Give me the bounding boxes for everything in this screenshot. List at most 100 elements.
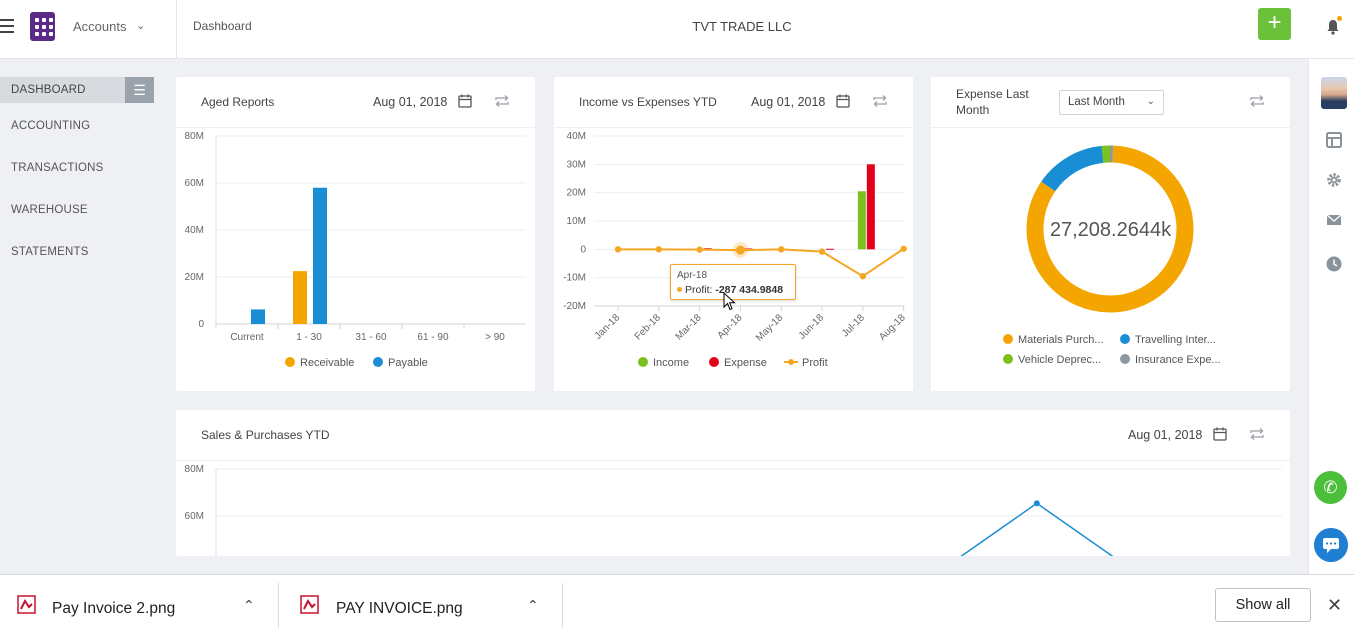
refresh-icon[interactable] bbox=[1249, 94, 1265, 108]
bar-receivable bbox=[293, 271, 307, 324]
y-tick-label: 20M bbox=[185, 272, 204, 283]
phone-icon[interactable]: ✆ bbox=[1314, 471, 1347, 504]
image-file-icon bbox=[300, 595, 319, 614]
profit-line bbox=[618, 247, 905, 278]
x-tick-label: Mar-18 bbox=[674, 312, 704, 342]
x-tick-label: Jul-18 bbox=[840, 312, 867, 339]
legend-dot-icon bbox=[285, 357, 295, 367]
legend-dot-icon bbox=[1003, 354, 1013, 364]
legend-dot-icon bbox=[373, 357, 383, 367]
date-picker[interactable]: Aug 01, 2018 bbox=[1128, 428, 1203, 442]
legend-label: Profit bbox=[802, 357, 828, 369]
card-title: Income vs Expenses YTD bbox=[579, 95, 717, 109]
y-tick-label: 80M bbox=[185, 464, 204, 475]
y-tick-label: 60M bbox=[185, 511, 204, 522]
date-picker[interactable]: Aug 01, 2018 bbox=[751, 95, 826, 109]
x-tick-label: Apr-18 bbox=[716, 312, 745, 341]
module-selector[interactable]: Accounts bbox=[73, 19, 127, 34]
divider bbox=[278, 583, 279, 628]
hamburger-menu-icon[interactable] bbox=[0, 19, 14, 35]
tooltip-series: Profit: bbox=[685, 284, 716, 296]
sidebar-item-accounting[interactable]: ACCOUNTING bbox=[11, 120, 91, 132]
download-item[interactable]: PAY INVOICE.png ⌃ bbox=[279, 575, 562, 634]
close-icon[interactable]: ✕ bbox=[1327, 595, 1343, 615]
refresh-icon[interactable] bbox=[872, 94, 888, 108]
tune-settings-icon[interactable]: ☰ bbox=[125, 77, 154, 103]
gear-icon[interactable] bbox=[1325, 171, 1343, 189]
chevron-down-icon[interactable]: ⌄ bbox=[136, 20, 146, 32]
y-tick-label: 30M bbox=[567, 159, 586, 170]
calendar-icon[interactable] bbox=[836, 94, 850, 108]
tooltip-value: -287 434.9848 bbox=[715, 284, 784, 296]
donut-slice bbox=[1026, 145, 1194, 313]
show-all-button[interactable]: Show all bbox=[1215, 588, 1311, 622]
chat-icon[interactable] bbox=[1314, 528, 1348, 562]
profit-point bbox=[696, 246, 703, 253]
sidebar-item-transactions[interactable]: TRANSACTIONS bbox=[11, 162, 104, 174]
x-tick-label: 1 - 30 bbox=[296, 332, 322, 343]
period-select[interactable]: Last Month ⌄ bbox=[1059, 90, 1164, 115]
refresh-icon[interactable] bbox=[494, 94, 510, 108]
app-logo-icon[interactable] bbox=[30, 12, 55, 41]
income-expenses-card: Income vs Expenses YTD Aug 01, 2018 -20M… bbox=[554, 77, 913, 391]
x-tick-label: Feb-18 bbox=[633, 312, 663, 342]
legend-materials: Materials Purch... bbox=[1003, 334, 1104, 346]
card-header: Expense Last Month Last Month ⌄ bbox=[931, 77, 1290, 128]
bar-income bbox=[857, 191, 866, 250]
calendar-icon[interactable] bbox=[1213, 427, 1227, 441]
card-title-line: Month bbox=[956, 103, 990, 117]
legend-label: Expense bbox=[724, 357, 767, 369]
chevron-up-icon[interactable]: ⌃ bbox=[527, 597, 539, 613]
donut-slice bbox=[1041, 145, 1104, 192]
y-tick-label: 40M bbox=[567, 131, 586, 142]
bar-payable bbox=[251, 309, 265, 324]
card-title: Expense Last Month bbox=[956, 86, 1029, 118]
image-file-icon bbox=[17, 595, 36, 614]
legend-vehicle: Vehicle Deprec... bbox=[1003, 354, 1101, 366]
refresh-icon[interactable] bbox=[1249, 427, 1265, 441]
chevron-up-icon[interactable]: ⌃ bbox=[243, 597, 255, 613]
date-picker[interactable]: Aug 01, 2018 bbox=[373, 95, 448, 109]
y-tick-label: -20M bbox=[563, 301, 586, 312]
download-item[interactable]: Pay Invoice 2.png ⌃ bbox=[0, 575, 278, 634]
aged-reports-card: Aged Reports Aug 01, 2018 0 20M 40M 60M 80M C… bbox=[176, 77, 535, 391]
bar-expense bbox=[866, 164, 875, 250]
card-title-line: Expense Last bbox=[956, 87, 1029, 101]
income-expenses-chart: -20M -10M 0 10M 20M 30M 40M Jan-18 Feb-18 Mar-18 A… bbox=[563, 131, 908, 344]
avatar[interactable] bbox=[1321, 77, 1347, 109]
legend-dot-icon bbox=[709, 357, 719, 367]
y-tick-label: 20M bbox=[567, 188, 586, 199]
card-header: Aged Reports Aug 01, 2018 bbox=[176, 77, 535, 128]
sidebar-item-dashboard[interactable]: DASHBOARD bbox=[0, 77, 126, 103]
donut-center-value: 27,208.2644k bbox=[1049, 219, 1172, 241]
x-tick-label: Jan-18 bbox=[593, 312, 623, 342]
downloads-bar: Pay Invoice 2.png ⌃ PAY INVOICE.png ⌃ Sh… bbox=[0, 574, 1354, 634]
sidebar-item-warehouse[interactable]: WAREHOUSE bbox=[11, 204, 88, 216]
mail-icon[interactable] bbox=[1325, 211, 1343, 229]
sidebar-nav: DASHBOARD ☰ ACCOUNTING TRANSACTIONS WARE… bbox=[0, 77, 160, 281]
card-title: Aged Reports bbox=[201, 95, 275, 109]
y-tick-label: 60M bbox=[185, 178, 204, 189]
profit-point bbox=[818, 248, 826, 255]
legend-label: Receivable bbox=[300, 357, 355, 369]
add-button[interactable]: + bbox=[1258, 8, 1291, 40]
card-header: Sales & Purchases YTD Aug 01, 2018 bbox=[176, 410, 1290, 461]
profit-point bbox=[614, 246, 622, 253]
legend-label: Payable bbox=[388, 357, 428, 369]
bar-expense bbox=[744, 248, 753, 250]
bar-expense bbox=[826, 248, 835, 250]
download-filename: PAY INVOICE.png bbox=[336, 600, 463, 617]
legend-travelling: Travelling Inter... bbox=[1120, 334, 1216, 346]
calendar-icon[interactable] bbox=[458, 94, 472, 108]
legend-dot-icon bbox=[1120, 334, 1130, 344]
sidebar-item-statements[interactable]: STATEMENTS bbox=[11, 246, 89, 258]
layout-icon[interactable] bbox=[1325, 131, 1343, 149]
clock-icon[interactable] bbox=[1325, 255, 1343, 273]
x-tick-label: > 90 bbox=[485, 332, 505, 343]
legend-label: Insurance Expe... bbox=[1135, 354, 1221, 366]
notification-bell-icon[interactable] bbox=[1326, 19, 1340, 35]
bar-payable bbox=[313, 187, 327, 324]
legend-label: Vehicle Deprec... bbox=[1018, 354, 1102, 366]
legend-profit: Profit bbox=[784, 357, 828, 369]
download-filename: Pay Invoice 2.png bbox=[52, 600, 176, 617]
